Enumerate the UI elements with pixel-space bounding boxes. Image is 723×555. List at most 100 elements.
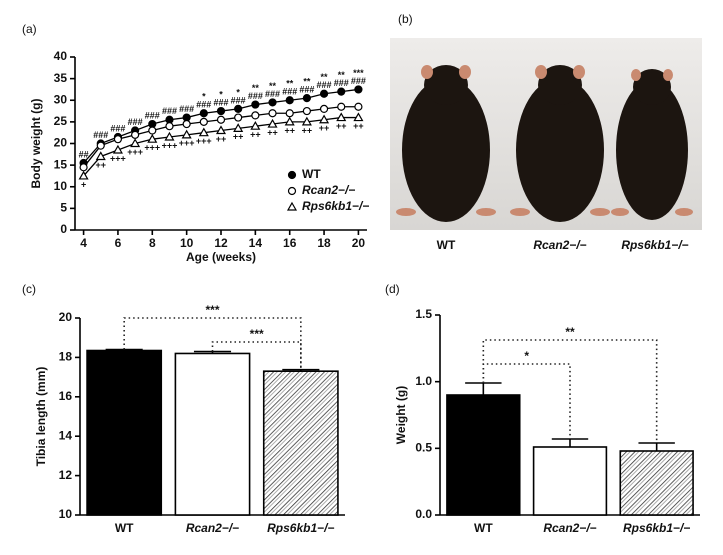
y-tick-label: 15 xyxy=(54,157,68,171)
annotation: ### xyxy=(196,100,211,110)
annotation: ### xyxy=(265,89,280,99)
annotation: ++ xyxy=(302,125,313,135)
annotation: ### xyxy=(317,80,332,90)
marker xyxy=(268,98,277,107)
marker xyxy=(96,141,105,150)
y-tick-label: 35 xyxy=(54,71,68,85)
y-axis-label: Weight (g) xyxy=(394,386,408,444)
y-tick-label: 0.0 xyxy=(415,507,432,521)
annotation: ++ xyxy=(267,127,278,137)
marker xyxy=(301,116,312,126)
annotation: ++ xyxy=(284,125,295,135)
marker xyxy=(130,138,141,148)
marker xyxy=(113,135,123,144)
marker xyxy=(250,120,261,130)
marker xyxy=(251,111,260,120)
marker xyxy=(216,106,226,116)
significance-label: *** xyxy=(205,303,219,317)
y-axis-label: Body weight (g) xyxy=(29,99,43,189)
annotation: +++ xyxy=(196,136,212,146)
annotation: ### xyxy=(93,130,108,140)
annotation: ** xyxy=(338,70,346,80)
y-tick-label: 10 xyxy=(54,179,68,193)
panel-label: (c) xyxy=(22,282,36,296)
marker xyxy=(285,96,294,105)
marker xyxy=(354,102,363,111)
annotation: ** xyxy=(269,81,277,91)
marker xyxy=(267,118,278,128)
annotation: +++ xyxy=(162,140,178,150)
marker xyxy=(319,114,330,124)
y-tick-label: 16 xyxy=(59,389,73,403)
annotation: ### xyxy=(179,104,194,114)
x-tick-label: Rps6kb1−/− xyxy=(623,521,690,535)
marker xyxy=(131,130,140,139)
annotation: * xyxy=(219,89,223,99)
photo-label: Rps6kb1−/− xyxy=(621,238,688,252)
photo xyxy=(390,38,702,230)
x-tick-label: 12 xyxy=(214,236,228,250)
annotation: ++ xyxy=(216,134,227,144)
annotation: ++ xyxy=(250,130,261,140)
marker xyxy=(164,131,175,141)
annotation: ++ xyxy=(96,160,107,170)
marker xyxy=(147,133,158,143)
marker xyxy=(354,85,363,94)
x-tick-label: 14 xyxy=(249,236,263,250)
photo-label: WT xyxy=(437,238,456,252)
bracket xyxy=(211,341,302,370)
annotation: ### xyxy=(334,78,349,88)
marker xyxy=(336,112,347,122)
annotation: ++ xyxy=(233,132,244,142)
marker xyxy=(251,100,260,109)
marker xyxy=(198,127,209,137)
bar xyxy=(446,394,521,516)
annotation: +++ xyxy=(110,153,126,163)
marker xyxy=(353,112,364,122)
y-tick-label: 1.5 xyxy=(415,307,432,321)
annotation: + xyxy=(81,179,86,189)
annotation: ** xyxy=(321,72,329,82)
marker xyxy=(337,102,346,111)
x-tick-label: 10 xyxy=(180,236,194,250)
x-tick-label: Rcan2−/− xyxy=(186,521,239,535)
annotation: ### xyxy=(248,91,263,101)
marker xyxy=(181,129,192,139)
y-tick-label: 20 xyxy=(59,310,73,324)
x-tick-label: Rps6kb1−/− xyxy=(267,521,334,535)
annotation: ### xyxy=(231,95,246,105)
legend-marker xyxy=(286,201,298,211)
annotation: ### xyxy=(351,76,366,86)
marker xyxy=(95,151,106,161)
bar xyxy=(532,446,608,516)
y-tick-label: 12 xyxy=(59,468,73,482)
y-tick-label: 40 xyxy=(54,49,68,63)
legend-label: WT xyxy=(302,167,321,181)
legend-label: Rcan2−/− xyxy=(302,183,355,197)
marker xyxy=(79,163,88,172)
panel-label: (b) xyxy=(398,12,413,26)
y-tick-label: 14 xyxy=(59,428,73,442)
y-axis-label: Tibia length (mm) xyxy=(34,367,48,467)
marker xyxy=(319,104,329,114)
annotation: ## xyxy=(79,149,89,159)
annotation: ### xyxy=(282,87,297,97)
annotation: * xyxy=(202,92,206,102)
legend-marker xyxy=(287,170,297,180)
x-tick-label: 18 xyxy=(317,236,331,250)
marker xyxy=(199,109,208,118)
x-tick-label: 20 xyxy=(352,236,366,250)
x-tick-label: 4 xyxy=(80,236,87,250)
y-tick-label: 30 xyxy=(54,92,68,106)
marker xyxy=(302,93,311,103)
significance-label: ** xyxy=(565,325,575,339)
annotation: ### xyxy=(128,117,143,127)
annotation: ### xyxy=(299,84,314,94)
marker xyxy=(285,109,294,118)
annotation: ### xyxy=(162,106,177,116)
marker xyxy=(112,144,123,154)
legend-label: Rps6kb1−/− xyxy=(302,199,369,213)
y-tick-label: 0.5 xyxy=(415,441,432,455)
marker xyxy=(234,104,243,114)
